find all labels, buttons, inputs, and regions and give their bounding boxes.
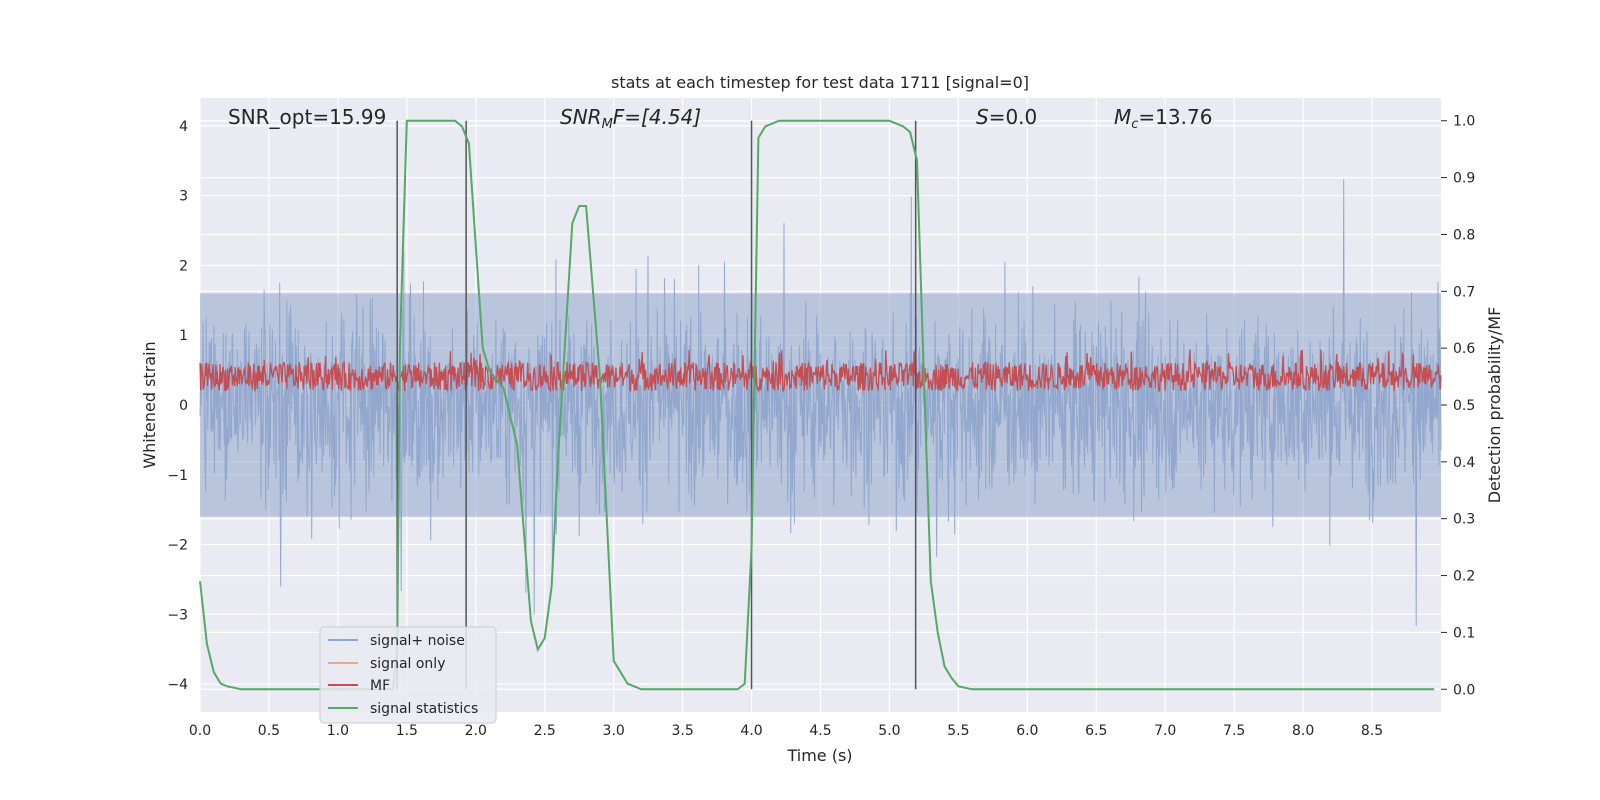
annotation-snr-mf-sub: M (602, 117, 613, 132)
annotation-snr-mf-main: SNR (560, 105, 602, 129)
x-tick-label: 1.0 (327, 723, 349, 739)
y-tick-label: −1 (167, 468, 188, 484)
y-axis-ticks: −4 −3 −2 −1 0 1 2 3 4 (167, 119, 188, 693)
y-tick-label: 2 (179, 258, 188, 274)
mf-line (199, 349, 1442, 394)
annotation-s-main: S (976, 105, 989, 129)
legend-label-signal-statistics: signal statistics (370, 701, 478, 717)
legend-label-mf: MF (370, 678, 390, 694)
x-tick-label: 3.5 (671, 723, 693, 739)
x-tick-label: 0.5 (258, 723, 280, 739)
x-tick-label: 4.5 (809, 723, 831, 739)
y-right-axis-label: Detection probability/MF (1485, 307, 1504, 504)
y-right-axis-ticks: 0.0 0.1 0.2 0.3 0.4 0.5 0.6 0.7 0.8 0.9 1.0 (1441, 114, 1475, 698)
x-tick-label: 3.0 (603, 723, 625, 739)
annotation-snr-mf-rest: F=[4.54] (613, 105, 701, 129)
x-tick-label: 5.0 (878, 723, 900, 739)
x-tick-label: 2.5 (534, 723, 556, 739)
y-tick-label: −3 (167, 607, 188, 623)
legend-label-signal-noise: signal+ noise (370, 633, 465, 649)
signal-noise-band (200, 293, 1441, 517)
x-axis-label: Time (s) (786, 746, 852, 765)
y-right-tick-label: 0.8 (1453, 227, 1475, 243)
annotation-s-rest: =0.0 (989, 105, 1038, 129)
x-tick-label: 4.0 (740, 723, 762, 739)
y-tick-label: 1 (179, 328, 188, 344)
y-tick-label: 0 (179, 398, 188, 414)
signal-noise-series (199, 179, 1442, 626)
annotation-mc: Mc=13.76 (1114, 105, 1212, 132)
y-right-tick-label: 0.5 (1453, 398, 1475, 414)
annotation-snr-opt: SNR_opt=15.99 (228, 105, 386, 129)
x-tick-label: 7.0 (1154, 723, 1176, 739)
y-right-tick-label: 0.4 (1453, 455, 1475, 471)
annotation-mc-rest: =13.76 (1138, 105, 1212, 129)
chart-title: stats at each timestep for test data 171… (611, 73, 1029, 92)
annotation-mc-main: M (1114, 105, 1131, 129)
x-tick-label: 0.0 (189, 723, 211, 739)
signal-statistics-series (199, 119, 1435, 691)
y-axis-label: Whitened strain (140, 341, 159, 468)
x-tick-label: 1.5 (396, 723, 418, 739)
y-right-tick-label: 0.7 (1453, 284, 1475, 300)
y-right-tick-label: 0.3 (1453, 512, 1475, 528)
y-right-tick-label: 1.0 (1453, 114, 1475, 130)
y-tick-label: −4 (167, 677, 188, 693)
mf-series (199, 349, 1442, 394)
y-tick-label: −2 (167, 538, 188, 554)
x-tick-label: 5.5 (947, 723, 969, 739)
annotation-mc-sub: c (1131, 117, 1138, 132)
y-right-tick-label: 0.6 (1453, 341, 1475, 357)
y-right-tick-label: 0.1 (1453, 625, 1475, 641)
x-tick-label: 8.5 (1361, 723, 1383, 739)
x-tick-label: 2.0 (465, 723, 487, 739)
y-tick-label: 4 (179, 119, 188, 135)
x-tick-label: 8.0 (1292, 723, 1314, 739)
legend-box (319, 626, 497, 724)
x-tick-label: 7.5 (1223, 723, 1245, 739)
y-right-tick-label: 0.0 (1453, 682, 1475, 698)
signal-statistics-line (199, 119, 1435, 691)
legend: signal+ noise signal only MF signal stat… (319, 626, 497, 724)
annotation-s: S=0.0 (976, 105, 1037, 129)
y-right-tick-label: 0.2 (1453, 569, 1475, 585)
x-tick-label: 6.5 (1085, 723, 1107, 739)
x-axis-ticks: 0.0 0.5 1.0 1.5 2.0 2.5 3.0 3.5 4.0 4.5 5.0 5.5 6.0 6… (189, 723, 1383, 739)
x-tick-label: 6.0 (1016, 723, 1038, 739)
y-tick-label: 3 (179, 189, 188, 205)
legend-label-signal-only: signal only (370, 656, 445, 672)
annotation-snr-mf: SNRMF=[4.54] (560, 105, 701, 132)
y-right-tick-label: 0.9 (1453, 171, 1475, 187)
